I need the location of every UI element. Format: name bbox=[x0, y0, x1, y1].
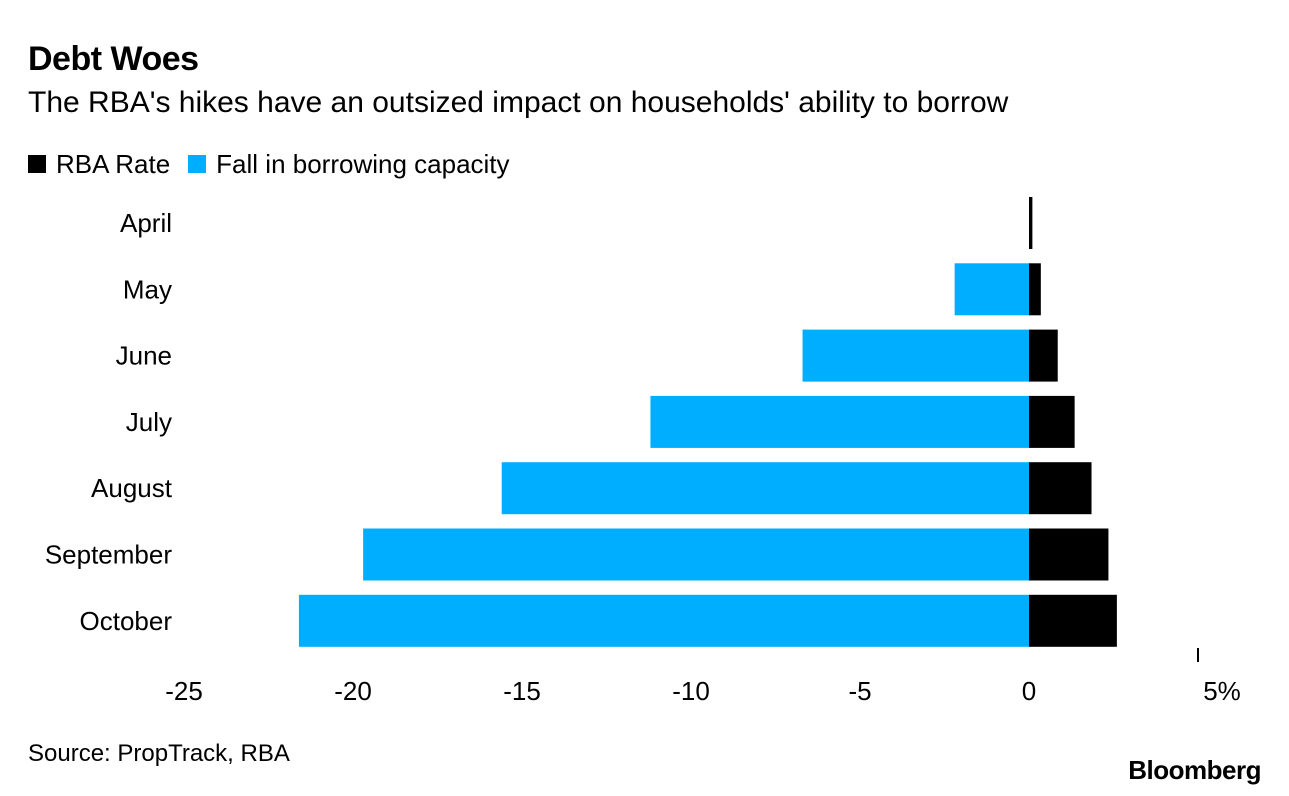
bloomberg-logo: Bloomberg bbox=[1128, 755, 1261, 785]
legend-swatch-rba-rate bbox=[28, 155, 46, 173]
legend-swatch-fall-in-borrowing bbox=[188, 155, 207, 173]
x-tick-label-5-: 5% bbox=[1203, 676, 1241, 706]
category-label-september: September bbox=[45, 540, 173, 570]
category-label-october: October bbox=[80, 606, 173, 636]
legend-label-rba-rate: RBA Rate bbox=[56, 148, 171, 179]
bar-rba-rate-august bbox=[1029, 462, 1092, 515]
legend: RBA Rate Fall in borrowing capacity bbox=[28, 148, 528, 180]
source-note: Source: PropTrack, RBA bbox=[28, 740, 290, 767]
bar-fall-in-borrowing-capacity-august bbox=[501, 462, 1030, 515]
category-label-june: June bbox=[116, 341, 172, 371]
bar-fall-in-borrowing-capacity-june bbox=[802, 329, 1029, 382]
x-tick-label--10: -10 bbox=[672, 676, 710, 706]
category-label-april: April bbox=[120, 208, 172, 238]
bar-rba-rate-april bbox=[1029, 197, 1033, 249]
x-tick-label--20: -20 bbox=[334, 676, 372, 706]
category-label-may: May bbox=[123, 274, 172, 304]
category-label-july: July bbox=[126, 407, 172, 437]
category-label-august: August bbox=[91, 473, 173, 503]
legend-item-fall-in-borrowing: Fall in borrowing capacity bbox=[188, 148, 510, 180]
bar-rba-rate-june bbox=[1029, 329, 1058, 382]
bar-fall-in-borrowing-capacity-july bbox=[650, 395, 1029, 448]
bar-rba-rate-september bbox=[1029, 528, 1109, 581]
bar-fall-in-borrowing-capacity-may bbox=[954, 263, 1029, 316]
bar-rba-rate-may bbox=[1029, 263, 1041, 316]
bar-rba-rate-july bbox=[1029, 395, 1075, 448]
legend-item-rba-rate: RBA Rate bbox=[28, 149, 170, 180]
x-tick-label--25: -25 bbox=[165, 676, 203, 706]
chart-subtitle: The RBA's hikes have an outsized impact … bbox=[28, 86, 1009, 119]
x-tick-label--5: -5 bbox=[848, 676, 871, 706]
bar-rba-rate-october bbox=[1029, 594, 1117, 647]
legend-label-fall-in-borrowing: Fall in borrowing capacity bbox=[216, 148, 510, 179]
chart-title: Debt Woes bbox=[28, 40, 199, 78]
x-tick-label--15: -15 bbox=[503, 676, 541, 706]
bar-fall-in-borrowing-capacity-october bbox=[298, 594, 1029, 647]
x-tick-label-0: 0 bbox=[1022, 676, 1036, 706]
bar-fall-in-borrowing-capacity-september bbox=[363, 528, 1029, 581]
